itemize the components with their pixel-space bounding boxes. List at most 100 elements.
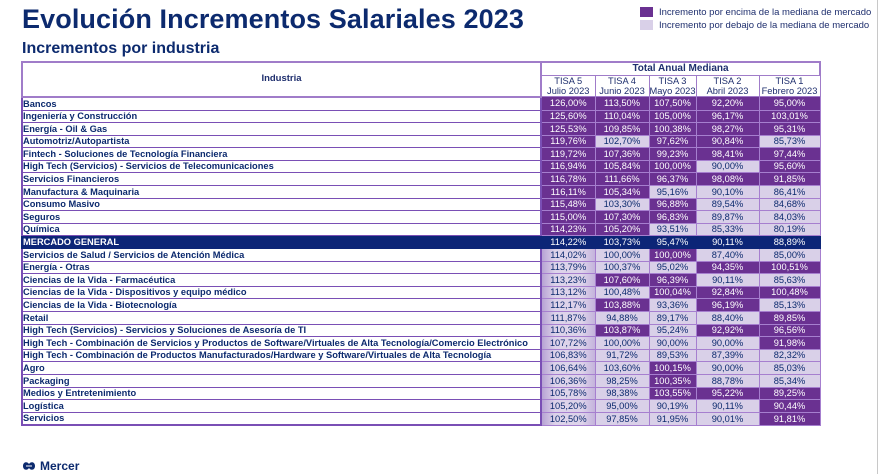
increment-value-cell: 111,66% — [594, 172, 650, 187]
tisa-column-header: TISA 2 Abril 2023 — [695, 74, 760, 98]
increment-value-cell: 103,30% — [594, 197, 650, 212]
increment-value-cell: 91,72% — [594, 348, 650, 363]
increment-value-cell: 103,88% — [594, 298, 650, 312]
increment-value-cell: 100,38% — [648, 122, 697, 136]
increment-value-cell: 90,00% — [695, 159, 760, 174]
increment-value-cell: 110,04% — [594, 109, 650, 124]
table-row: Química 114,23% 105,20% 93,51% 85,33% 80,19% — [21, 222, 821, 237]
tisa-date: Julio 2023 — [547, 86, 590, 96]
table-row: Energía - Oil & Gas 125,53% 109,85% 100,38%… — [21, 122, 821, 136]
increment-value-cell: 115,48% — [540, 197, 596, 212]
increment-value-cell: 109,85% — [594, 122, 650, 136]
increment-value-cell: 105,20% — [540, 399, 596, 413]
increment-value-cell: 90,01% — [695, 411, 760, 426]
increment-value-cell: 90,00% — [695, 336, 760, 350]
industry-name: Energía - Otras — [21, 261, 542, 275]
tisa-label: TISA 1 — [775, 75, 804, 86]
increment-value-cell: 115,00% — [540, 210, 596, 224]
increment-value-cell: 86,41% — [758, 185, 821, 199]
increment-value-cell: 98,41% — [695, 147, 760, 161]
increment-value-cell: 114,22% — [540, 235, 596, 250]
increment-value-cell: 90,11% — [695, 273, 760, 287]
increment-value-cell: 95,47% — [648, 235, 697, 250]
industry-name: Bancos — [21, 96, 542, 111]
table-row: Manufactura & Maquinaria 116,11% 105,34% 95… — [21, 185, 821, 199]
table-row: Bancos 126,00% 113,50% 107,50% 92,20% 95,00% — [21, 96, 821, 111]
industry-name: Medios y Entretenimiento — [21, 387, 542, 401]
increment-value-cell: 100,00% — [594, 248, 650, 262]
legend-item-above: Incremento por encima de la mediana de m… — [640, 6, 871, 18]
tisa-column-header: TISA 5 Julio 2023 — [540, 74, 596, 98]
increment-value-cell: 105,78% — [540, 386, 596, 401]
increment-value-cell: 96,19% — [695, 298, 760, 312]
legend: Incremento por encima de la mediana de m… — [640, 6, 871, 32]
table-row: Packaging 106,36% 98,25% 100,35% 88,78% 85,34… — [21, 373, 821, 388]
industry-name: Packaging — [21, 374, 542, 388]
tisa-column-header: TISA 4 Junio 2023 — [594, 74, 650, 98]
increment-value-cell: 113,50% — [594, 96, 650, 111]
increment-value-cell: 95,60% — [758, 159, 821, 174]
increment-value-cell: 91,98% — [758, 336, 821, 350]
increment-value-cell: 105,34% — [594, 185, 650, 199]
increment-value-cell: 96,17% — [695, 109, 760, 124]
increment-value-cell: 116,78% — [540, 172, 596, 187]
page-subtitle: Incrementos por industria — [22, 40, 220, 57]
increment-value-cell: 80,19% — [758, 222, 821, 237]
industry-name: MERCADO GENERAL — [21, 235, 542, 250]
increment-value-cell: 90,84% — [695, 134, 760, 149]
increment-value-cell: 100,00% — [648, 248, 697, 262]
increment-value-cell: 90,44% — [758, 399, 821, 413]
increment-value-cell: 96,56% — [758, 323, 821, 338]
increment-value-cell: 91,85% — [758, 172, 821, 187]
increment-value-cell: 103,55% — [648, 386, 697, 401]
table-row-mercado-general: MERCADO GENERAL 114,22% 103,73% 95,47% 90,11… — [21, 235, 821, 250]
table-row: Ciencias de la Vida - Dispositivos y equ… — [21, 285, 821, 300]
increment-value-cell: 98,27% — [695, 122, 760, 136]
increment-value-cell: 125,53% — [540, 122, 596, 136]
increment-value-cell: 95,31% — [758, 122, 821, 136]
increment-value-cell: 106,64% — [540, 361, 596, 375]
increment-value-cell: 95,02% — [648, 260, 697, 275]
increment-value-cell: 85,34% — [758, 373, 821, 388]
increment-value-cell: 85,03% — [758, 361, 821, 375]
increment-value-cell: 85,73% — [758, 134, 821, 149]
increment-value-cell: 102,70% — [594, 134, 650, 149]
table-row: Seguros 115,00% 107,30% 96,83% 89,87% 84,03% — [21, 210, 821, 224]
increment-value-cell: 113,23% — [540, 273, 596, 287]
increment-value-cell: 85,33% — [695, 222, 760, 237]
increment-value-cell: 107,50% — [648, 96, 697, 111]
tisa-label: TISA 2 — [713, 75, 742, 86]
tisa-label: TISA 4 — [608, 75, 636, 86]
industry-name: High Tech (Servicios) - Servicios y Solu… — [21, 324, 542, 338]
mercer-logo-icon — [23, 462, 35, 470]
increment-value-cell: 100,00% — [648, 159, 697, 174]
increment-value-cell: 89,17% — [648, 311, 697, 325]
industry-name: High Tech - Combinación de Productos Man… — [21, 349, 542, 363]
increment-value-cell: 96,83% — [648, 210, 697, 224]
increment-value-cell: 99,23% — [648, 147, 697, 161]
table-row: Consumo Masivo 115,48% 103,30% 96,88% 89,54%… — [21, 197, 821, 212]
increment-value-cell: 111,87% — [540, 311, 596, 325]
increment-value-cell: 105,00% — [648, 109, 697, 124]
industry-name: Ciencias de la Vida - Dispositivos y equ… — [21, 286, 542, 300]
industry-name: High Tech - Combinación de Servicios y P… — [21, 336, 542, 350]
increment-value-cell: 112,17% — [540, 298, 596, 312]
industry-name: Logística — [21, 399, 542, 413]
increment-value-cell: 84,03% — [758, 210, 821, 224]
table-row: Fintech - Soluciones de Tecnología Finan… — [21, 147, 821, 161]
increment-value-cell: 125,60% — [540, 109, 596, 124]
increment-value-cell: 100,15% — [648, 361, 697, 375]
increment-value-cell: 100,51% — [758, 260, 821, 275]
increment-value-cell: 100,48% — [594, 285, 650, 300]
industry-name: Agro — [21, 361, 542, 375]
table-row: Automotriz/Autopartista 119,76% 102,70% 97,… — [21, 134, 821, 149]
increment-value-cell: 90,10% — [695, 185, 760, 199]
increment-value-cell: 116,11% — [540, 185, 596, 199]
increment-value-cell: 96,37% — [648, 172, 697, 187]
tisa-date: Mayo 2023 — [649, 86, 696, 96]
increment-value-cell: 95,16% — [648, 185, 697, 199]
increment-value-cell: 98,08% — [695, 172, 760, 187]
increment-value-cell: 126,00% — [540, 96, 596, 111]
total-anual-mediana-header: Total Anual Mediana — [540, 60, 821, 76]
tisa-column-header: TISA 3 Mayo 2023 — [648, 74, 697, 98]
